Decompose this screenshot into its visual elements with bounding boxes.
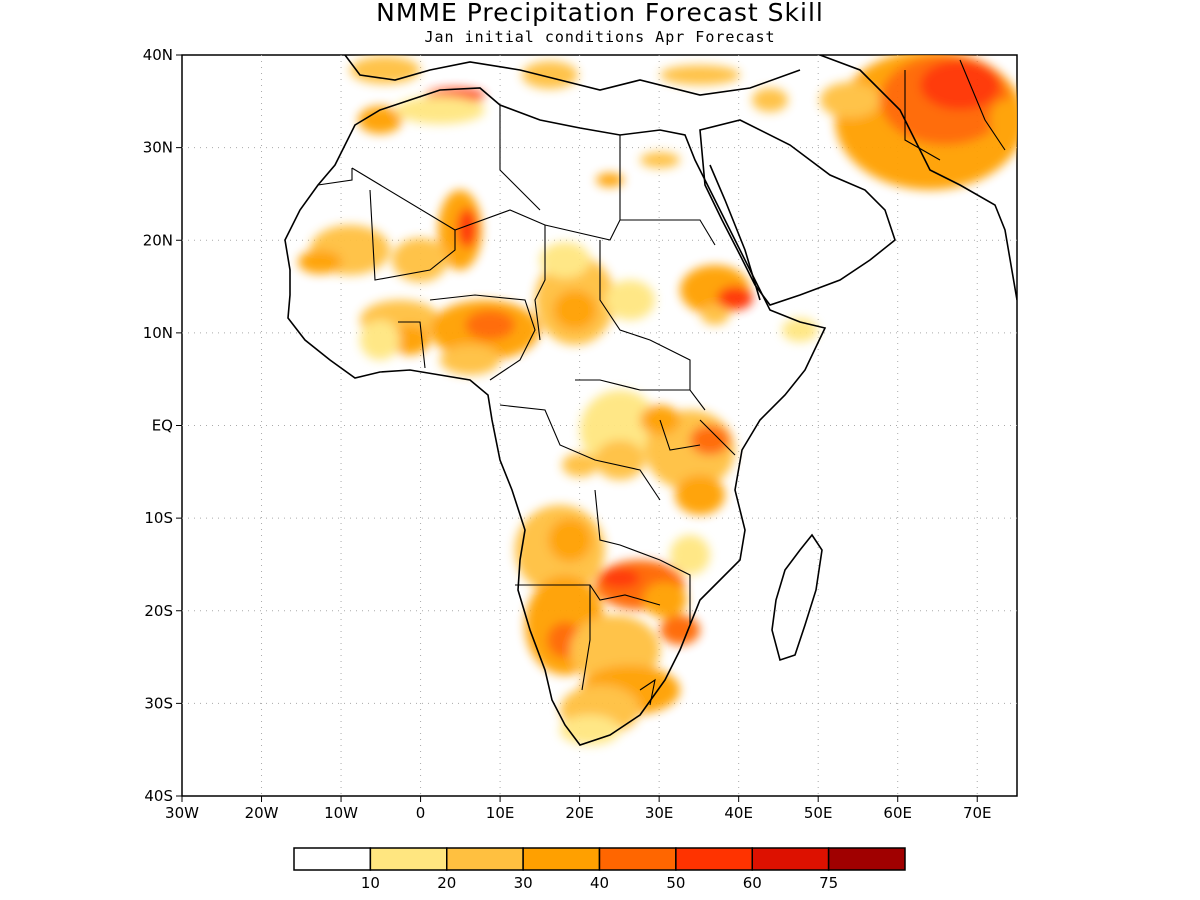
colorbar-label: 60 xyxy=(743,874,762,892)
lat-tick-label: 20N xyxy=(143,231,173,249)
colorbar-label: 40 xyxy=(590,874,609,892)
lat-tick-label: EQ xyxy=(152,417,173,435)
colorbar-swatch xyxy=(827,847,906,871)
lat-tick-label: 40N xyxy=(143,46,173,64)
lon-tick-label: 10W xyxy=(324,804,358,822)
colorbar-label: 20 xyxy=(437,874,456,892)
map-title: NMME Precipitation Forecast Skill xyxy=(376,0,824,27)
lat-tick-label: 40S xyxy=(144,787,173,805)
lat-tick-label: 30N xyxy=(143,139,173,157)
lon-tick-label: 10E xyxy=(486,804,515,822)
lon-tick-label: 20E xyxy=(565,804,594,822)
colorbar-label: 30 xyxy=(514,874,533,892)
lon-tick-label: 50E xyxy=(804,804,833,822)
lat-tick-label: 30S xyxy=(144,694,173,712)
coastlines xyxy=(284,55,1017,746)
skill-shading xyxy=(298,55,1017,745)
colorbar-swatch xyxy=(446,847,524,871)
map-subtitle: Jan initial conditions Apr Forecast xyxy=(424,28,776,46)
lat-tick-label: 10S xyxy=(144,509,173,527)
lon-tick-label: 30W xyxy=(165,804,199,822)
lat-tick-label: 20S xyxy=(144,602,173,620)
colorbar-swatch xyxy=(598,847,677,871)
country-borders xyxy=(317,59,1006,706)
lon-tick-label: 40E xyxy=(724,804,753,822)
colorbar-swatch xyxy=(522,847,601,871)
colorbar-swatch xyxy=(293,847,372,871)
colorbar-swatch xyxy=(751,847,830,871)
lon-tick-label: 20W xyxy=(245,804,279,822)
lon-tick-label: 60E xyxy=(883,804,912,822)
colorbar-label: 50 xyxy=(666,874,685,892)
colorbar: 10 20 30 40 50 60 75 xyxy=(293,847,906,892)
colorbar-label: 10 xyxy=(361,874,380,892)
lon-tick-label: 70E xyxy=(963,804,992,822)
colorbar-swatch xyxy=(369,847,448,871)
lat-tick-label: 10N xyxy=(143,324,173,342)
lon-tick-label: 30E xyxy=(645,804,674,822)
colorbar-label: 75 xyxy=(819,874,838,892)
colorbar-swatch xyxy=(675,847,753,871)
lon-tick-label: 0 xyxy=(416,804,426,822)
